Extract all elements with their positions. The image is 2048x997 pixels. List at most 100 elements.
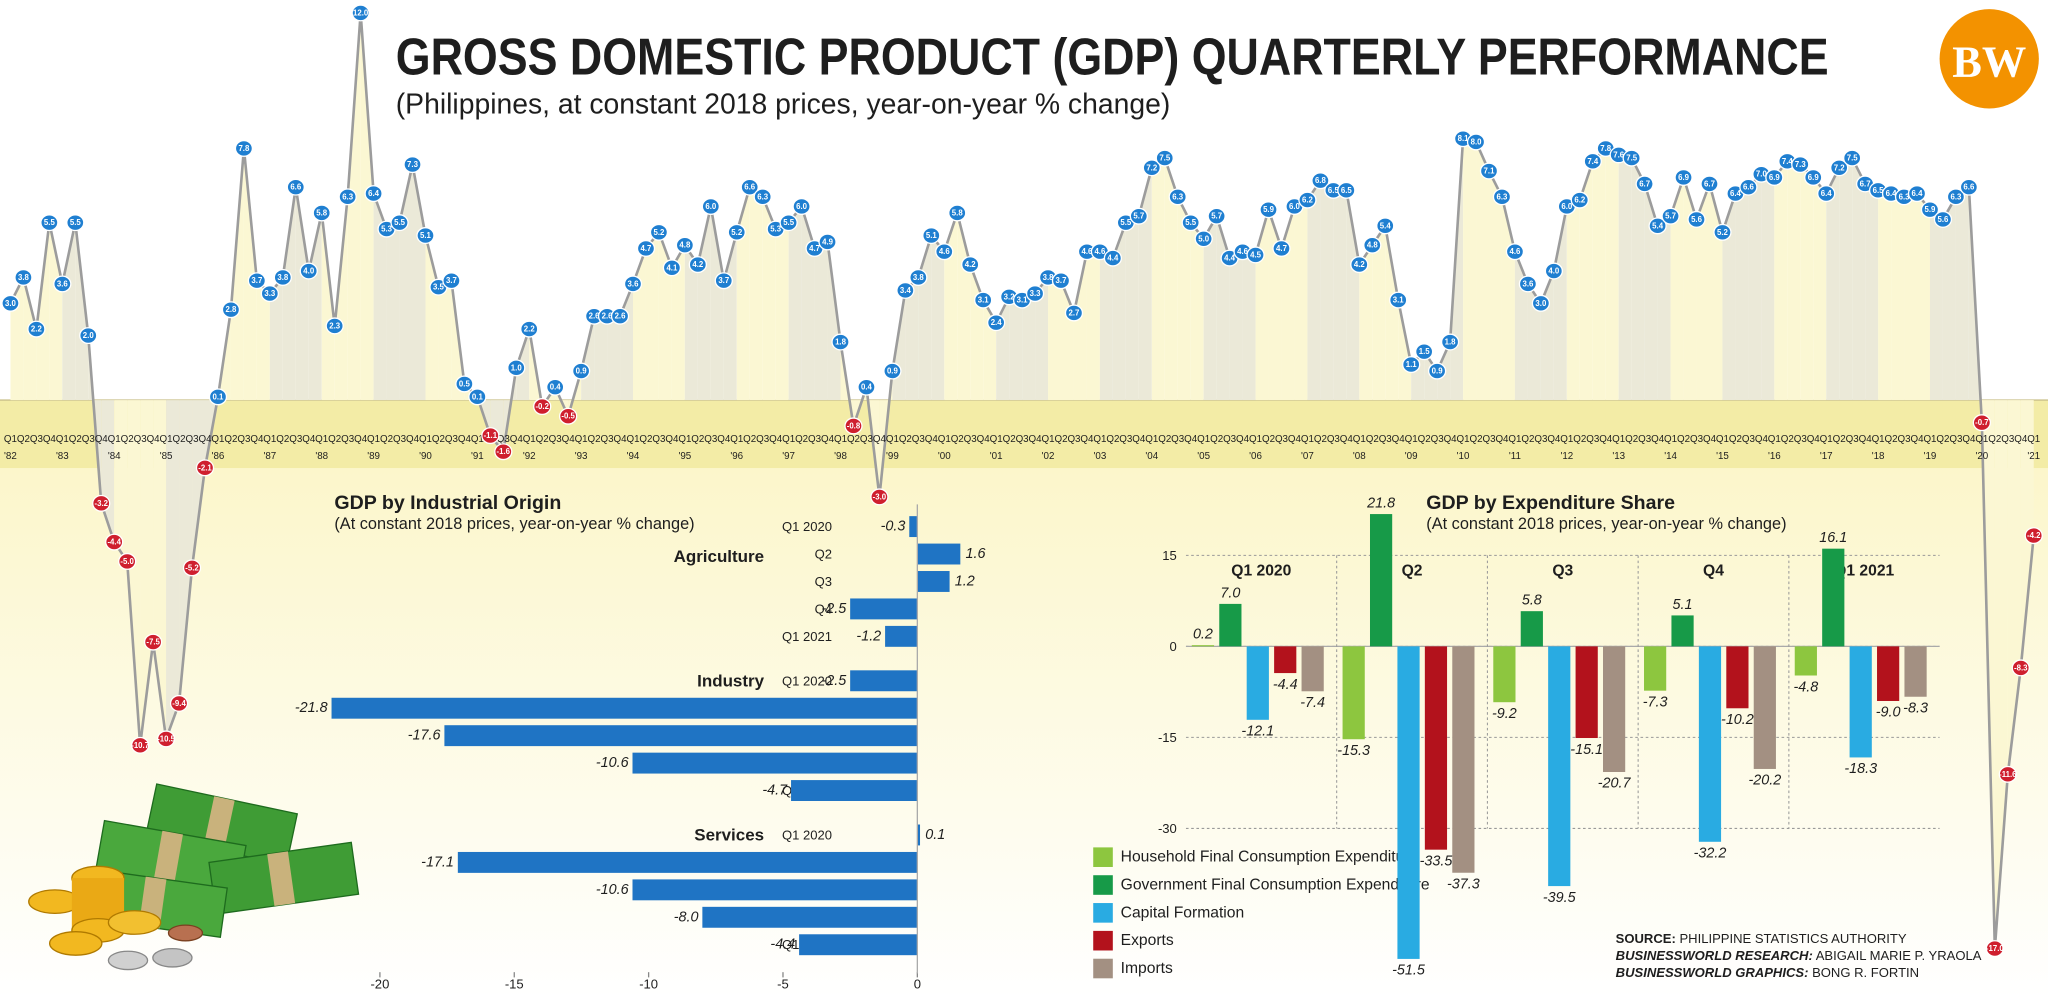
data-point	[961, 256, 980, 274]
x-tick-label: Q1	[990, 434, 1003, 445]
group-label: Industry	[697, 671, 764, 690]
data-label: 3.6	[1522, 279, 1534, 288]
x-tick-label: Q2	[639, 434, 652, 445]
category-label: Q1 2021	[782, 629, 832, 644]
x-tick-label: Q4	[406, 434, 420, 445]
value-label: -2.5	[821, 601, 847, 617]
value-label: 1.6	[966, 546, 986, 562]
x-tick-label: Q2	[847, 434, 860, 445]
x-tick-label: Q2	[224, 434, 237, 445]
area-band	[1476, 141, 1490, 401]
data-point	[27, 320, 46, 338]
data-label: 7.0	[1756, 170, 1768, 179]
money-illustration	[28, 783, 360, 971]
x-tick-label: Q4	[1132, 434, 1146, 445]
data-label: 1.0	[511, 363, 523, 372]
data-label: 6.9	[1808, 173, 1820, 182]
data-label: 6.4	[1912, 189, 1924, 198]
data-point	[533, 398, 552, 416]
value-label: -32.2	[1694, 846, 1727, 862]
data-point	[1194, 230, 1213, 248]
area-band	[1618, 154, 1632, 401]
data-point	[662, 259, 682, 277]
data-point	[701, 198, 720, 215]
x-tick-label: Q4	[510, 434, 524, 445]
year-label: '21	[2027, 451, 2040, 462]
area-band	[386, 222, 400, 401]
area-band	[49, 222, 63, 401]
area-band	[762, 196, 776, 401]
value-label: -17.1	[421, 854, 454, 870]
x-tick-label: Q3	[393, 434, 407, 445]
x-tick-label: Q3	[134, 434, 148, 445]
data-label: 5.9	[1263, 205, 1275, 214]
x-tick-label: Q2	[17, 434, 30, 445]
x-tick-label: Q2	[536, 434, 549, 445]
bar	[1726, 646, 1749, 709]
source-text: BONG R. FORTIN	[1808, 965, 1919, 980]
area-band	[1683, 177, 1697, 401]
x-tick-label: Q2	[1677, 434, 1690, 445]
data-point	[727, 223, 746, 241]
data-label: 6.4	[1886, 189, 1898, 198]
area-band	[399, 164, 413, 401]
area-band	[1359, 245, 1373, 401]
value-label: -10.2	[1721, 712, 1754, 728]
x-tick-label: Q1	[1664, 434, 1677, 445]
area-band	[645, 232, 659, 401]
value-label: -9.0	[1876, 705, 1901, 721]
area-band	[658, 232, 672, 401]
value-label: -7.4	[1300, 695, 1325, 711]
area-band	[1216, 216, 1230, 401]
data-label: 0.4	[861, 383, 873, 392]
data-label: 6.6	[744, 183, 756, 192]
data-point	[1920, 201, 1940, 219]
area-band	[1242, 251, 1256, 401]
area-band	[1942, 196, 1956, 401]
x-tick-label: Q1	[523, 434, 536, 445]
bar	[457, 851, 918, 873]
area-band	[568, 371, 582, 417]
x-tick-label: Q1	[678, 434, 691, 445]
x-tick-label: Q1	[1145, 434, 1158, 445]
data-label: 0.9	[576, 367, 588, 376]
data-label: 4.2	[965, 260, 977, 269]
data-point	[974, 291, 993, 309]
area-band	[671, 245, 685, 401]
data-label: 6.3	[757, 192, 769, 201]
data-label: 4.6	[1081, 247, 1093, 256]
data-label: 6.6	[1743, 183, 1755, 192]
data-point	[987, 314, 1006, 332]
data-point	[1259, 201, 1278, 219]
data-point	[649, 223, 669, 241]
data-point	[870, 488, 889, 506]
area-band	[1009, 296, 1023, 401]
data-point	[1959, 178, 1979, 196]
area-band	[1761, 174, 1775, 401]
area-band	[1268, 209, 1282, 401]
x-tick-label: Q2	[328, 434, 341, 445]
data-label: 6.0	[1289, 202, 1301, 211]
area-band	[1099, 251, 1113, 401]
data-point	[2024, 527, 2043, 545]
data-label: 0.9	[887, 367, 899, 376]
area-band	[1826, 167, 1840, 401]
area-band	[1346, 190, 1360, 401]
data-point	[53, 275, 72, 293]
source-label: SOURCE:	[1616, 931, 1676, 946]
data-point	[390, 214, 409, 232]
data-point	[844, 417, 863, 435]
x-tick-label: Q3	[704, 434, 718, 445]
bar	[1698, 646, 1722, 842]
area-band	[1955, 187, 1969, 401]
bar	[331, 697, 918, 719]
value-label: -37.3	[1447, 876, 1480, 892]
data-label: 0.1	[213, 392, 225, 401]
bar	[850, 598, 918, 620]
area-band	[360, 12, 374, 401]
year-label: '83	[56, 451, 69, 462]
x-tick-label: Q1	[1042, 434, 1055, 445]
data-label: 4.7	[809, 244, 821, 253]
data-point	[92, 494, 111, 512]
area-band	[1592, 148, 1606, 401]
